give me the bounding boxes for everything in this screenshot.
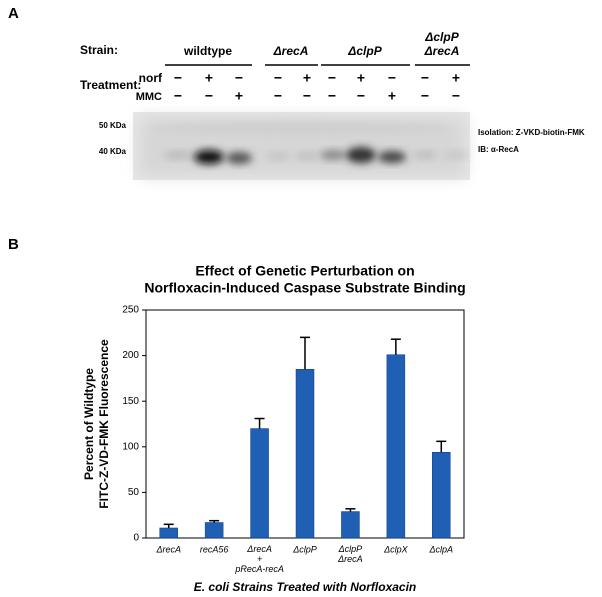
strain-name: ΔclpP ΔrecA (424, 30, 460, 58)
treatment-label: Treatment: (80, 78, 141, 92)
strain-name: ΔrecA (273, 44, 309, 58)
x-tick-label: ΔrecA (155, 544, 181, 554)
error-bar (390, 338, 401, 355)
treatment-sign: + (452, 70, 460, 86)
bar (204, 522, 224, 539)
norf-label: norf (139, 71, 163, 85)
bar (386, 354, 406, 539)
error-bar (163, 523, 174, 528)
treatment-sign: − (328, 88, 336, 104)
treatment-sign: − (274, 70, 282, 86)
bar (250, 428, 269, 539)
y-tick-label: 100 (122, 441, 139, 452)
y-tick-label: 150 (122, 396, 139, 407)
error-bar (254, 417, 265, 429)
strain-name: ΔclpP (347, 44, 382, 58)
y-tick-label: 0 (133, 533, 139, 544)
treatment-sign: − (357, 88, 365, 104)
chart-title: Norfloxacin-Induced Caspase Substrate Bi… (144, 280, 465, 296)
bar (432, 452, 451, 539)
treatment-sign: + (303, 70, 311, 86)
x-tick-label: ΔclpX (383, 544, 409, 554)
error-bar (300, 336, 310, 370)
mmc-label: MMC (136, 91, 162, 103)
error-bar (345, 508, 356, 512)
strain-name: wildtype (183, 44, 232, 58)
x-tick-label: ΔclpP ΔrecA (337, 544, 363, 564)
bar (341, 511, 360, 539)
treatment-sign: − (388, 70, 396, 86)
x-axis-label: E. coli Strains Treated with Norfloxacin (194, 580, 417, 594)
treatment-sign: − (328, 70, 336, 86)
treatment-sign: + (357, 70, 365, 86)
marker-label: 40 KDa (99, 147, 127, 156)
treatment-sign: − (452, 88, 460, 104)
y-axis-label: Percent of Wildtype (82, 368, 96, 480)
x-tick-label: recA56 (200, 544, 229, 554)
treatment-sign: + (388, 88, 396, 104)
y-axis-label: FITC-Z-VD-FMK Fluorescence (97, 339, 111, 509)
treatment-sign: − (303, 88, 311, 104)
y-tick-label: 50 (128, 487, 140, 498)
treatment-sign: + (235, 88, 243, 104)
error-bar (209, 519, 220, 523)
strain-label: Strain: (80, 43, 118, 57)
chart-title: Effect of Genetic Perturbation on (195, 263, 414, 279)
treatment-sign: − (274, 88, 282, 104)
bar (159, 527, 178, 539)
y-tick-label: 200 (122, 350, 139, 361)
blot-annotation: IB: α-RecA (478, 145, 519, 154)
treatment-sign: − (174, 70, 182, 86)
panel-label: A (8, 5, 19, 22)
bar (295, 369, 315, 539)
blot (133, 112, 470, 180)
treatment-sign: − (235, 70, 243, 86)
treatment-sign: − (205, 88, 213, 104)
treatment-sign: − (421, 88, 429, 104)
blot-annotation: Isolation: Z-VKD-biotin-FMK (478, 128, 585, 137)
x-tick-label: ΔclpA (429, 544, 454, 554)
x-tick-label: ΔclpP (292, 544, 317, 554)
error-bar (436, 440, 447, 453)
marker-label: 50 KDa (99, 121, 127, 130)
treatment-sign: − (421, 70, 429, 86)
treatment-sign: − (174, 88, 182, 104)
x-tick-label: ΔrecA + pRecA-recA (234, 544, 284, 574)
y-tick-label: 250 (122, 305, 139, 316)
treatment-sign: + (205, 70, 213, 86)
panel-label: B (8, 236, 19, 253)
